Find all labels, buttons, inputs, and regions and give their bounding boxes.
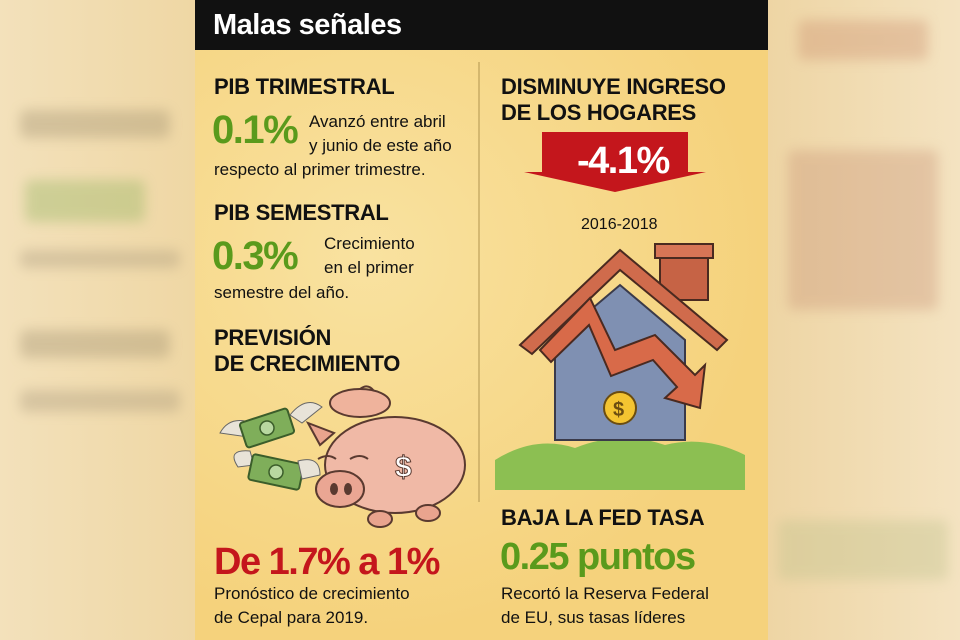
ingreso-heading-line2: DE LOS HOGARES — [501, 100, 697, 125]
pib-semestral-desc-line1: Crecimiento — [324, 234, 415, 253]
down-arrow-icon — [524, 132, 706, 192]
pib-semestral-value: 0.3% — [212, 234, 299, 278]
pib-trimestral-desc-line1: Avanzó entre abril — [309, 112, 446, 131]
fed-heading: BAJA LA FED TASA — [501, 505, 705, 530]
infographic-title: Malas señales — [213, 9, 402, 41]
svg-text:$: $ — [395, 451, 412, 484]
prevision-heading-line1: PREVISIÓN — [214, 325, 332, 350]
pib-trimestral-heading: PIB TRIMESTRAL — [214, 74, 395, 99]
pib-semestral-desc-line3: semestre del año. — [214, 283, 350, 302]
ingreso-period: 2016-2018 — [581, 216, 658, 233]
ingreso-heading-line1: DISMINUYE INGRESO — [501, 74, 726, 99]
title-bar: Malas señales — [195, 0, 768, 50]
prevision-heading-line2: DE CRECIMIENTO — [214, 351, 401, 376]
coin-icon: $ — [603, 391, 637, 425]
prevision-desc-line1: Pronóstico de crecimiento — [214, 584, 410, 603]
column-divider — [478, 62, 480, 502]
fed-desc-line1: Recortó la Reserva Federal — [501, 584, 709, 603]
blurred-background-left — [0, 0, 195, 640]
house-illustration: $ — [495, 243, 745, 490]
fed-value: 0.25 puntos — [500, 536, 696, 578]
pib-trimestral-desc-line3: respecto al primer trimestre. — [214, 160, 426, 179]
house-icon — [518, 243, 729, 441]
prevision-desc-line2: de Cepal para 2019. — [214, 608, 369, 627]
pib-semestral-desc-line2: en el primer — [324, 258, 414, 277]
blurred-background-right — [768, 0, 960, 640]
ingreso-value: -4.1% — [577, 140, 670, 182]
pib-semestral-heading: PIB SEMESTRAL — [214, 200, 389, 225]
piggy-bank-illustration: $ — [219, 385, 466, 528]
pib-trimestral-value: 0.1% — [212, 108, 299, 152]
fed-desc-line2: de EU, sus tasas líderes — [501, 608, 686, 627]
piggy-bank-icon: $ — [305, 385, 466, 528]
svg-text:$: $ — [613, 399, 624, 421]
flying-money-icon — [219, 402, 323, 491]
pib-trimestral-desc-line2: y junio de este año — [309, 136, 452, 155]
prevision-value: De 1.7% a 1% — [214, 541, 440, 583]
infographic-panel: Malas señales PIB TRIMESTRAL 0.1% Avanzó… — [195, 0, 768, 640]
